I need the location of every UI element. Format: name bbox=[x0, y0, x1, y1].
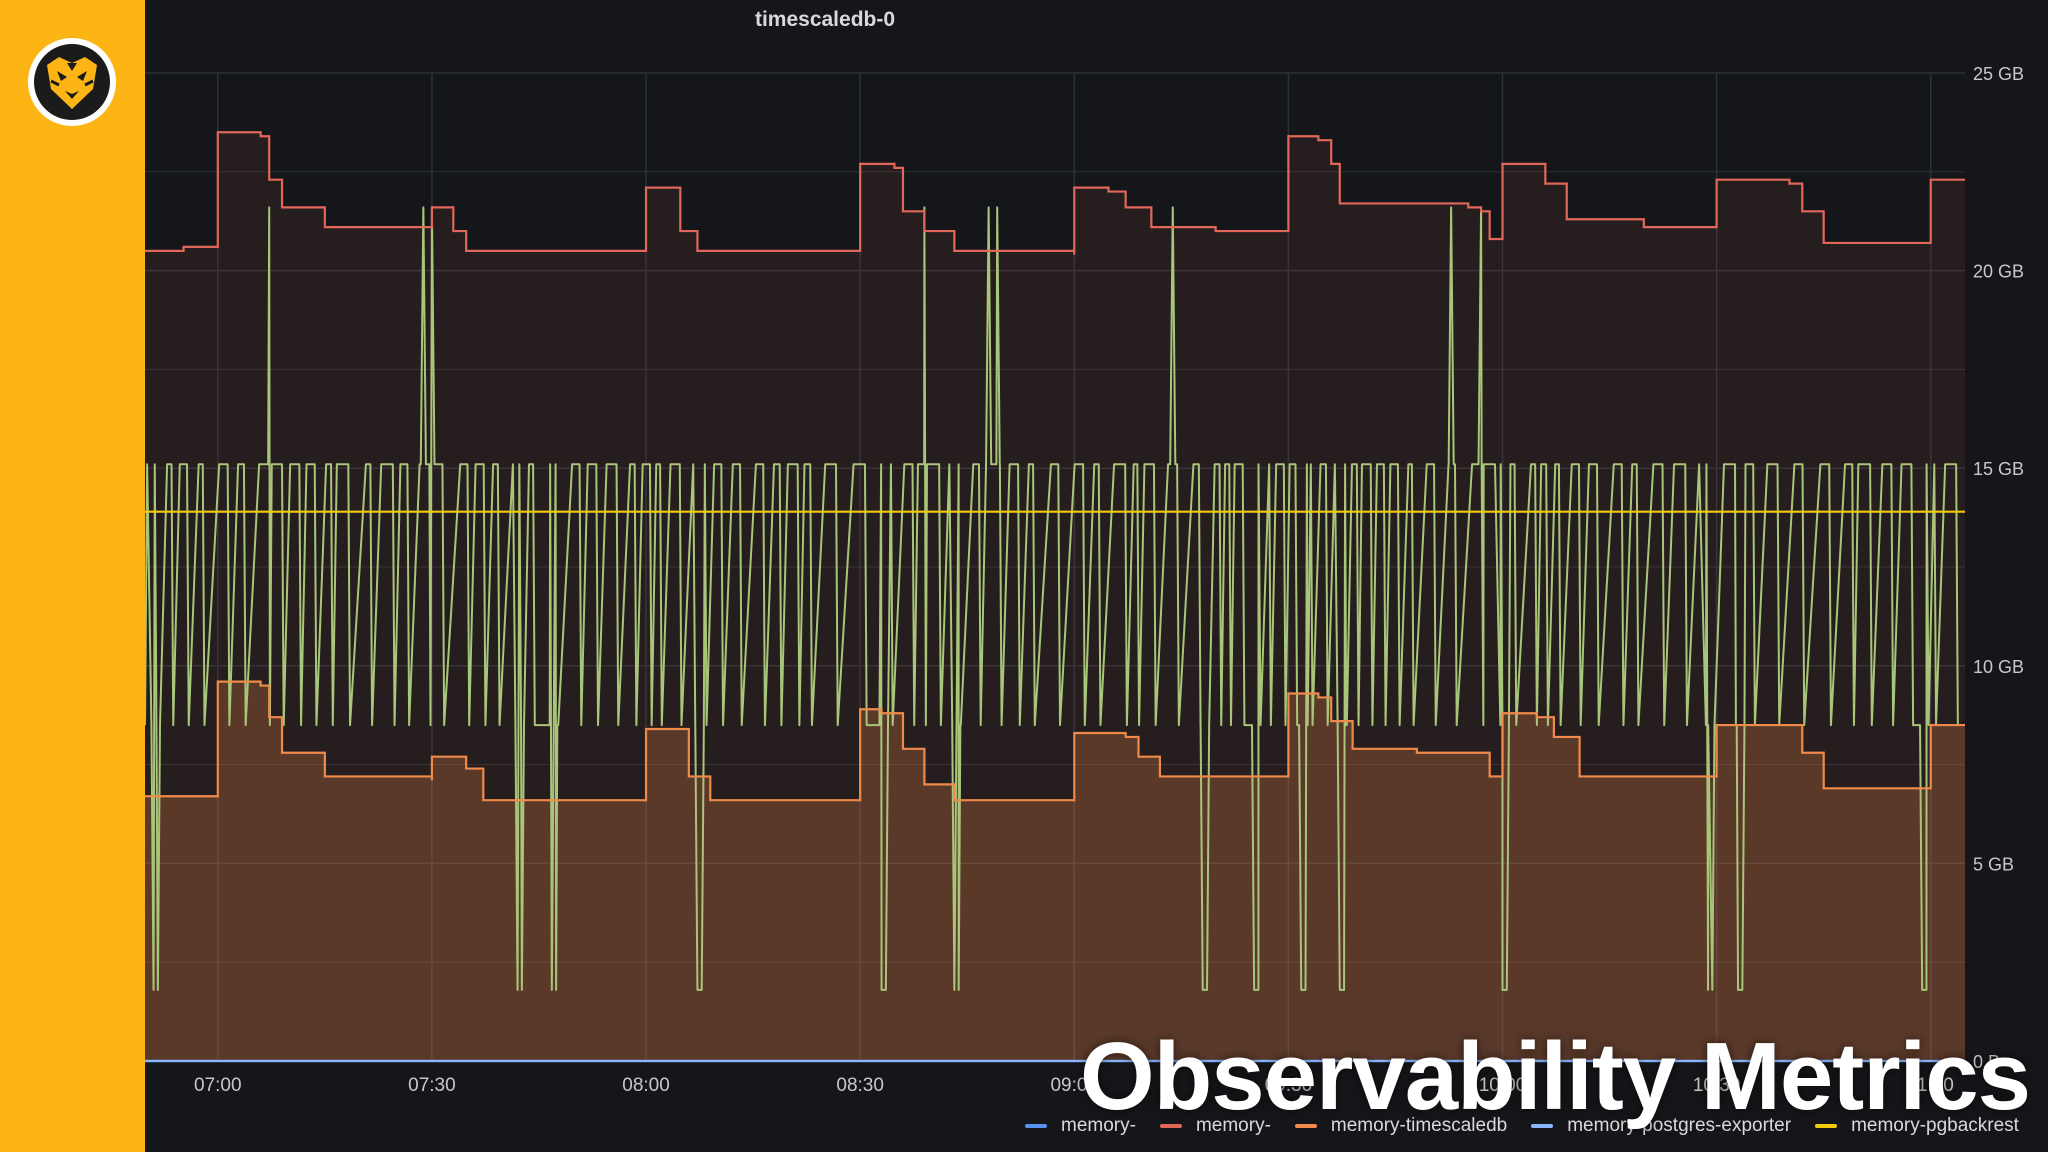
panel-title[interactable]: timescaledb-0 bbox=[754, 8, 896, 31]
legend-swatch bbox=[1159, 1124, 1182, 1128]
x-tick-label: 11:00 bbox=[1908, 1075, 1954, 1096]
x-tick-label: 09:00 bbox=[1050, 1075, 1098, 1096]
x-tick-label: 08:00 bbox=[622, 1075, 670, 1096]
x-tick-label: 07:30 bbox=[408, 1075, 456, 1096]
legend-item[interactable]: memory- bbox=[1025, 1115, 1136, 1137]
series-line bbox=[145, 206, 1959, 991]
x-tick-label: 08:30 bbox=[836, 1075, 884, 1096]
x-tick-label: 07:00 bbox=[194, 1075, 242, 1096]
brand-sidebar bbox=[0, 0, 145, 1152]
x-tick-label: 10:00 bbox=[1479, 1075, 1527, 1096]
series-area bbox=[145, 132, 1965, 1061]
legend-item[interactable]: memory-postgres-exporter bbox=[1531, 1115, 1791, 1137]
legend-item[interactable]: memory-timescaledb bbox=[1294, 1115, 1508, 1137]
series-line bbox=[145, 131, 1965, 255]
memory-chart: 25 GB 20 GB 15 GB 10 GB 5 GB 0 B 07:00 07:30 08:… bbox=[145, 64, 2024, 1096]
legend-swatch bbox=[1025, 1124, 1047, 1128]
legend-label: memory-postgres-exporter bbox=[1567, 1115, 1792, 1136]
legend-label: memory- bbox=[1061, 1115, 1136, 1136]
slide-title: Observability Metrics bbox=[1079, 1023, 2031, 1130]
chart-legend: memory-memory-memory-timescaledb memory-p… bbox=[1025, 1113, 2043, 1139]
chart-panel: 25 GB 20 GB 15 GB 10 GB 5 GB 0 B 07:00 07:30 08:… bbox=[145, 0, 2048, 1152]
legend-swatch bbox=[1294, 1124, 1317, 1128]
x-tick-label: 09:30 bbox=[1265, 1075, 1313, 1096]
y-tick-label: 0 B bbox=[1973, 1052, 2000, 1072]
legend-item[interactable]: memory-pgbackrest bbox=[1815, 1115, 2019, 1137]
legend-swatch bbox=[1815, 1124, 1838, 1128]
y-tick-label: 15 GB bbox=[1973, 459, 2024, 479]
tiger-logo-icon bbox=[28, 38, 116, 126]
legend-item[interactable]: memory- bbox=[1159, 1115, 1271, 1137]
legend-swatch bbox=[1531, 1124, 1554, 1128]
legend-label: memory- bbox=[1195, 1115, 1271, 1136]
y-tick-label: 5 GB bbox=[1973, 854, 2014, 874]
legend-label: memory-pgbackrest bbox=[1851, 1115, 2019, 1136]
legend-label: memory-timescaledb bbox=[1330, 1115, 1508, 1136]
y-tick-label: 25 GB bbox=[1973, 64, 2024, 84]
x-tick-label: 10:30 bbox=[1693, 1075, 1741, 1096]
y-tick-label: 10 GB bbox=[1973, 657, 2024, 677]
series-area bbox=[145, 681, 1965, 1061]
series-line bbox=[145, 680, 1965, 802]
y-tick-label: 20 GB bbox=[1973, 262, 2024, 282]
